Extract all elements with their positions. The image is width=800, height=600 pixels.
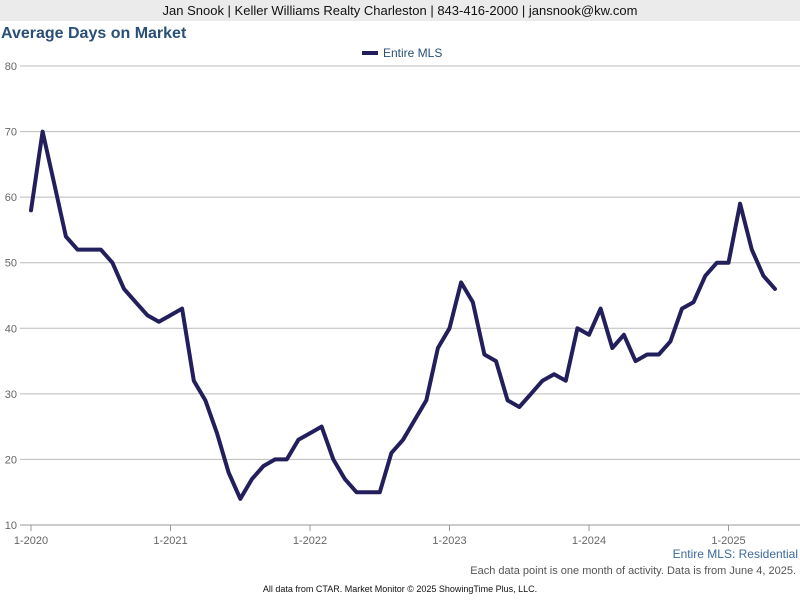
x-tick-label: 1-2022 [293,535,327,547]
y-tick-label: 80 [5,61,17,73]
contact-header: Jan Snook | Keller Williams Realty Charl… [0,0,800,21]
y-tick-label: 30 [5,389,17,401]
x-tick-label: 1-2024 [572,535,606,547]
footer-credit: All data from CTAR. Market Monitor © 202… [262,584,538,594]
x-tick-label: 1-2021 [153,535,187,547]
y-tick-label: 60 [5,192,17,204]
y-tick-label: 50 [5,258,17,270]
y-tick-label: 20 [5,454,17,466]
legend-swatch [362,51,378,55]
legend: Entire MLS [362,46,442,60]
x-tick-label: 1-2025 [711,535,745,547]
y-tick-label: 10 [5,520,17,532]
data-note: Each data point is one month of activity… [470,565,796,577]
series-line-entire-mls [29,129,777,501]
x-tick-label: 1-2020 [14,535,48,547]
chart-title: Average Days on Market [1,25,187,42]
y-tick-label: 70 [5,127,17,139]
dataset-label: Entire MLS: Residential [672,547,798,561]
legend-label: Entire MLS [383,46,443,60]
y-tick-label: 40 [5,323,17,335]
x-tick-label: 1-2023 [432,535,466,547]
